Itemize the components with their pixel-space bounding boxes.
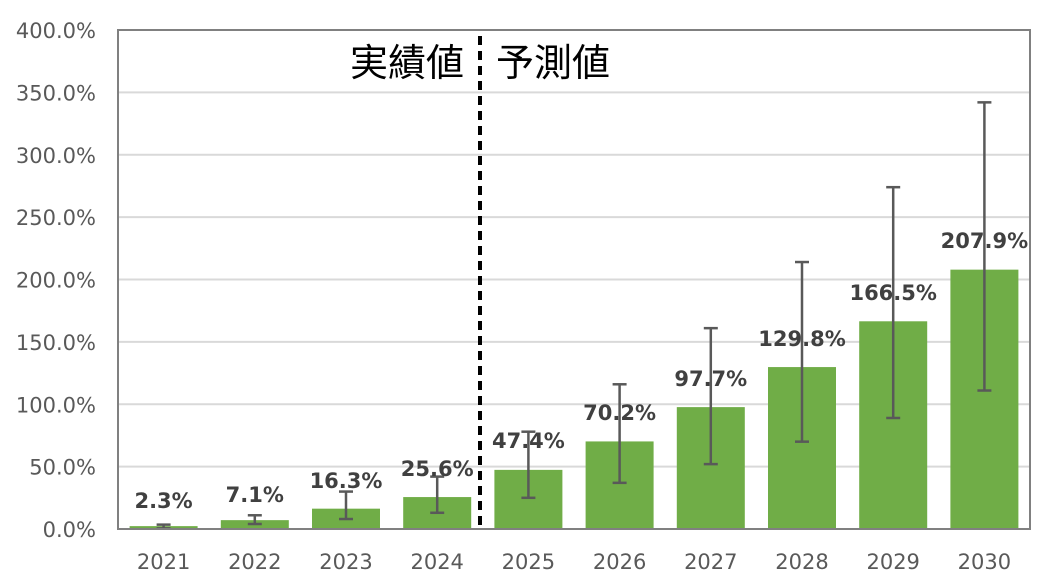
error-bar [247,514,262,526]
forecast-values-label: 予測値 [496,41,610,85]
gridlines [118,91,1030,468]
data-label: 2.3% [134,489,192,513]
error-bar [977,101,992,392]
y-tick-label: 400.0% [16,19,96,43]
x-tick-label: 2026 [593,550,646,574]
data-label: 207.9% [941,229,1028,253]
error-bar [703,326,718,466]
y-tick-label: 250.0% [16,206,96,230]
x-tick-label: 2030 [958,550,1011,574]
data-label: 7.1% [226,483,284,507]
data-label: 47.4% [492,429,565,453]
y-tick-label: 300.0% [16,144,96,168]
x-tick-label: 2024 [410,550,463,574]
x-tick-label: 2029 [866,550,919,574]
error-bar [612,383,627,485]
y-tick-label: 350.0% [16,81,96,105]
error-bar [339,490,353,521]
y-tick-label: 50.0% [29,456,96,480]
actual-values-label: 実績値 [350,41,464,85]
data-label: 97.7% [674,367,747,391]
y-tick-label: 200.0% [16,269,96,293]
x-axis-ticks: 2021 2022 2023 2024 2025 2026 2027 2028 2029 2030 [137,550,1011,574]
y-tick-label: 0.0% [43,518,96,542]
y-tick-label: 150.0% [16,331,96,355]
y-axis-ticks: 0.0% 50.0% 100.0% 150.0% 200.0% 250.0% 300.0% 3… [16,19,96,542]
data-labels: 2.3% 7.1% 16.3% 25.6% 47.4% 70.2% 97.7% 129.8%1… [134,229,1028,513]
x-tick-label: 2028 [775,550,828,574]
x-tick-label: 2021 [137,550,190,574]
data-label: 70.2% [583,401,656,425]
data-label: 129.8% [758,327,845,351]
error-bar [795,260,809,443]
x-tick-label: 2022 [228,550,281,574]
data-label: 166.5% [849,281,936,305]
y-tick-label: 100.0% [16,393,96,417]
x-tick-label: 2025 [502,550,555,574]
bars [129,269,1019,529]
x-tick-label: 2027 [684,550,737,574]
plot-area-border [117,29,1031,530]
error-bar [430,475,445,515]
data-label: 16.3% [310,469,383,493]
error-bar [886,185,901,420]
error-bar [521,430,536,500]
error-bars [156,101,992,530]
x-tick-label: 2023 [319,550,372,574]
data-label: 25.6% [401,457,474,481]
